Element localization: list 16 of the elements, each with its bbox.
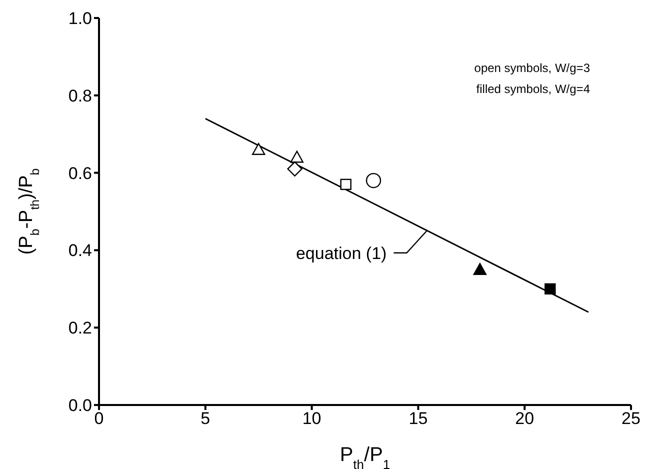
x-axis-title: P$_{th}$/P$_{1}$ [340,444,390,469]
y-tick-label: 0.6 [68,164,92,183]
annotation: open symbols, W/g=3 [474,61,590,75]
y-tick-label: 0.2 [68,318,92,338]
x-tick-label: 0 [94,409,104,428]
annotation: filled symbols, W/g=4 [476,82,590,96]
x-tick-label: 10 [302,409,322,428]
annotation: equation (1) [296,244,387,263]
y-tick-label: 0.0 [68,396,92,416]
x-tick-label: 20 [515,409,534,428]
x-tick-label: 25 [622,409,640,428]
x-tick-label: 5 [200,409,210,428]
y-tick-label: 0.8 [68,86,92,106]
x-tick-label: 15 [408,409,428,428]
y-tick-label: 1.0 [68,9,92,28]
y-tick-label: 0.4 [68,241,92,260]
